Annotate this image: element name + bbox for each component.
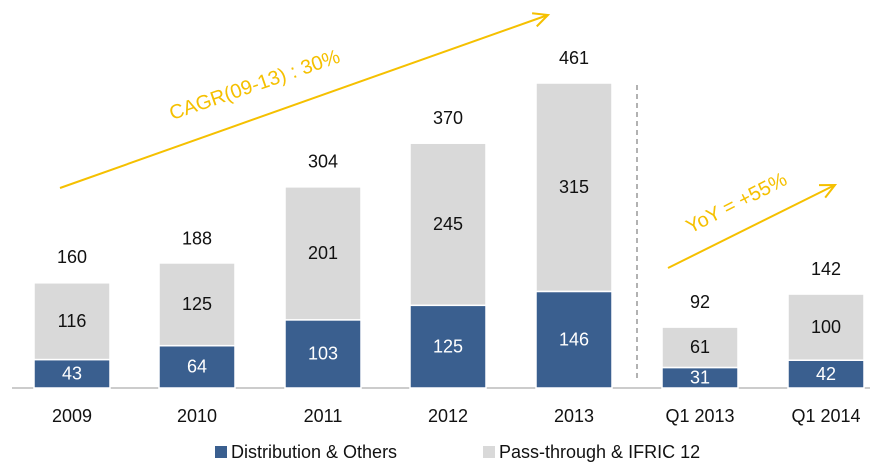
- value-label: 146: [559, 329, 589, 349]
- trend-arrow: [667, 184, 836, 269]
- bar-segment: [535, 82, 613, 293]
- bar-segment: [661, 326, 739, 369]
- value-label: 125: [182, 294, 212, 314]
- x-tick-label: Q1 2014: [791, 406, 860, 426]
- total-label: 188: [182, 228, 212, 248]
- legend-label: Distribution & Others: [231, 442, 397, 462]
- cagr-annotation: CAGR(09-13) : 30%: [167, 46, 344, 125]
- yoy-annotation: YoY = +55%: [683, 168, 791, 238]
- x-tick-label: 2010: [177, 406, 217, 426]
- value-label: 31: [690, 367, 710, 387]
- x-tick-label: 2009: [52, 406, 92, 426]
- x-tick-label: 2011: [304, 406, 343, 426]
- value-label: 61: [690, 337, 710, 357]
- bar-segment: [284, 319, 362, 389]
- x-tick-label: 2012: [428, 406, 468, 426]
- legend-swatch: [483, 446, 495, 458]
- value-label: 103: [308, 344, 338, 364]
- arrow-head: [531, 12, 551, 28]
- arrow-head: [818, 183, 838, 199]
- value-label: 245: [433, 214, 463, 234]
- bar-segment: [409, 142, 487, 307]
- x-tick-label: Q1 2013: [665, 406, 734, 426]
- bar-segment: [409, 304, 487, 389]
- value-label: 43: [62, 364, 82, 384]
- value-label: 64: [187, 357, 207, 377]
- total-label: 142: [811, 259, 841, 279]
- bar-segment: [787, 359, 865, 389]
- bar-segment: [33, 282, 111, 361]
- bar-segment: [787, 293, 865, 361]
- legend-swatch: [215, 446, 227, 458]
- total-label: 370: [433, 108, 463, 128]
- x-tick-label: 2013: [554, 406, 594, 426]
- legend-label: Pass-through & IFRIC 12: [499, 442, 700, 462]
- total-label: 160: [57, 247, 87, 267]
- bar-segment: [284, 186, 362, 321]
- bar-segment: [158, 262, 236, 347]
- value-label: 116: [58, 311, 87, 331]
- value-label: 201: [308, 243, 338, 263]
- value-label: 315: [559, 177, 589, 197]
- value-label: 42: [816, 364, 836, 384]
- bar-segment: [535, 290, 613, 389]
- trend-arrow: [59, 14, 549, 189]
- total-label: 92: [690, 292, 710, 312]
- total-label: 461: [559, 48, 589, 68]
- value-label: 100: [811, 317, 841, 337]
- total-label: 304: [308, 152, 338, 172]
- bar-segment: [158, 344, 236, 389]
- value-label: 125: [433, 336, 463, 356]
